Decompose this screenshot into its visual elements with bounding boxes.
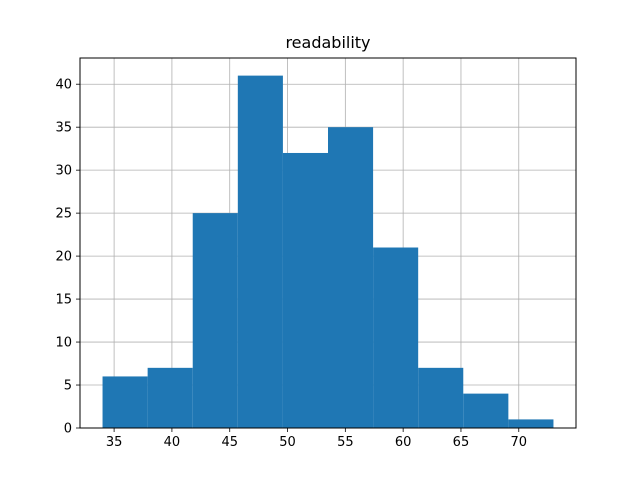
x-tick-label: 70 <box>510 435 527 450</box>
y-tick-label: 10 <box>55 336 72 351</box>
histogram-bar <box>508 419 554 428</box>
y-tick-label: 20 <box>55 250 72 265</box>
histogram-bar <box>102 376 148 428</box>
x-tick-label: 60 <box>395 435 412 450</box>
y-tick-label: 0 <box>64 422 72 437</box>
x-tick-label: 50 <box>279 435 296 450</box>
y-tick-label: 30 <box>55 164 72 179</box>
histogram-bar <box>463 393 509 428</box>
x-tick-label: 65 <box>453 435 470 450</box>
chart-title: readability <box>285 33 370 52</box>
histogram-bar <box>328 127 374 429</box>
histogram-bars <box>102 75 554 429</box>
x-axis: 35 40 45 50 55 60 65 70 <box>106 428 527 450</box>
x-tick-label: 45 <box>221 435 238 450</box>
histogram-bar <box>192 213 238 428</box>
histogram-bar <box>147 367 193 428</box>
y-tick-label: 15 <box>55 293 72 308</box>
x-tick-label: 40 <box>164 435 181 450</box>
y-axis: 0 5 10 15 20 25 30 35 40 <box>55 78 80 437</box>
y-tick-label: 40 <box>55 78 72 93</box>
histogram-bar <box>373 247 419 428</box>
x-tick-label: 35 <box>106 435 123 450</box>
y-tick-label: 35 <box>55 121 72 136</box>
plot-frame <box>79 57 577 429</box>
histogram-bar <box>282 152 328 429</box>
x-tick-label: 55 <box>337 435 354 450</box>
histogram-bar <box>418 367 464 428</box>
y-tick-label: 5 <box>64 379 72 394</box>
y-tick-label: 25 <box>55 207 72 222</box>
histogram-bar <box>237 75 283 428</box>
